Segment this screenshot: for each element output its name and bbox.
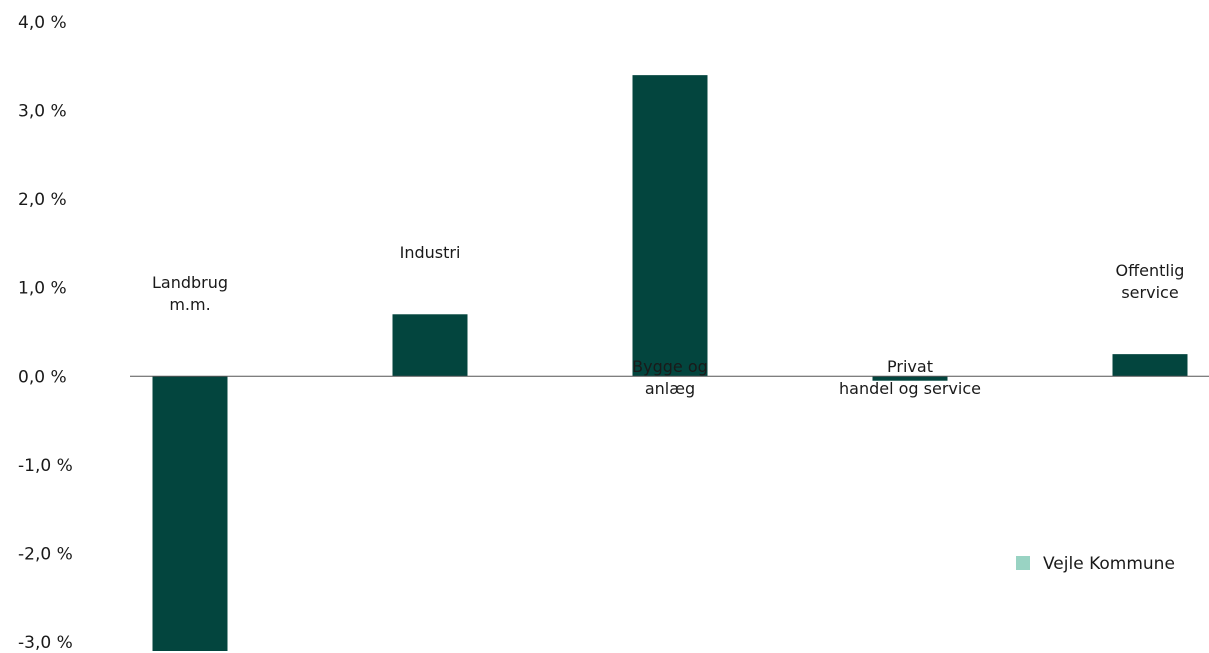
legend-label: Vejle Kommune [1043, 554, 1175, 574]
bar-privat-handel-og-service [872, 376, 948, 381]
y-tick-label: 0,0 % [18, 367, 67, 387]
legend-swatch [1016, 556, 1030, 570]
bar-landbrug-m-m- [152, 376, 228, 651]
category-label-line: Offentlig [1116, 261, 1185, 280]
category-label-line: Privat [887, 357, 933, 376]
y-tick-label: -3,0 % [18, 633, 73, 653]
y-tick-label: 4,0 % [18, 13, 67, 33]
category-label: Industri [400, 243, 461, 262]
y-tick-label: 3,0 % [18, 102, 67, 122]
bar-industri [392, 314, 468, 377]
category-label-line: m.m. [169, 295, 210, 314]
y-tick-label: 1,0 % [18, 279, 67, 299]
bars [152, 75, 1188, 651]
y-tick-label: -1,0 % [18, 456, 73, 476]
y-tick-label: -2,0 % [18, 544, 73, 564]
category-label: Privat handel og service [839, 357, 981, 398]
category-label: Bygge og anlæg [632, 357, 708, 398]
category-label-line: handel og service [839, 379, 981, 398]
category-labels: Landbrug m.m. Industri Bygge og anlæg Privat h… [152, 243, 1184, 398]
bar-bygge-og-anl-g [632, 75, 708, 377]
category-label-line: anlæg [645, 379, 695, 398]
category-label: Landbrug m.m. [152, 273, 228, 314]
y-axis-tick-labels: 4,0 % 3,0 % 2,0 % 1,0 % 0,0 % -1,0 % -2,0 % -3,… [18, 13, 73, 653]
y-tick-label: 2,0 % [18, 190, 67, 210]
category-label: Offentlig service [1116, 261, 1185, 302]
category-label-line: Landbrug [152, 273, 228, 292]
bar-offentlig-service [1112, 354, 1188, 377]
category-label-line: Bygge og [632, 357, 708, 376]
category-label-line: Industri [400, 243, 461, 262]
legend: Vejle Kommune [1016, 554, 1175, 574]
category-label-line: service [1121, 283, 1178, 302]
